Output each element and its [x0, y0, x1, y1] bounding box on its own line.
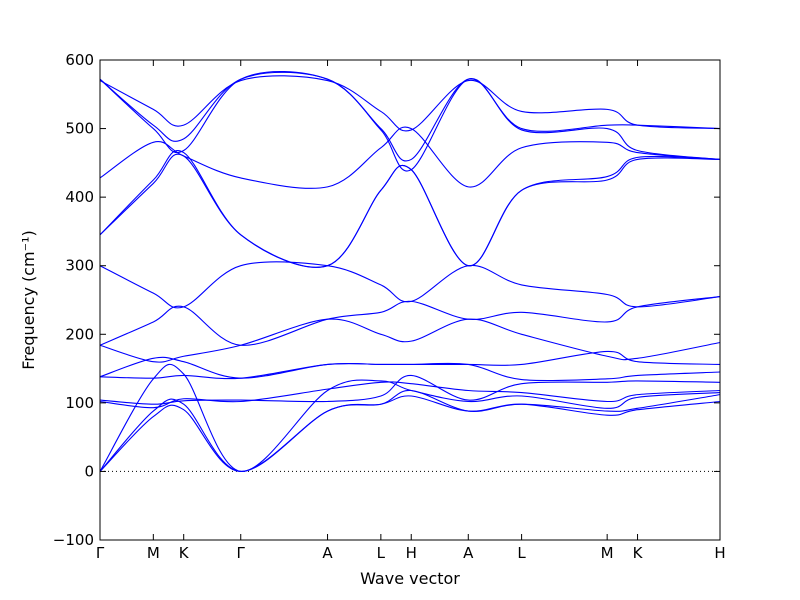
x-tick-label: M — [147, 544, 160, 562]
band-14 — [99, 71, 721, 172]
x-tick-label: H — [714, 544, 725, 562]
y-tick-label: 500 — [65, 120, 94, 138]
band-2 — [99, 389, 721, 472]
x-tick-label: L — [517, 544, 526, 562]
band-11 — [99, 153, 721, 268]
band-6 — [99, 362, 721, 382]
band-12 — [99, 150, 721, 268]
x-tick-label: H — [406, 544, 417, 562]
x-tick-label: A — [322, 544, 333, 562]
x-tick-label: A — [463, 544, 474, 562]
band-9 — [99, 296, 721, 346]
x-tick-label: K — [633, 544, 644, 562]
band-16 — [99, 75, 721, 132]
y-axis-title: Frequency (cm⁻¹) — [19, 230, 38, 369]
y-tick-label: −100 — [53, 531, 94, 549]
band-1 — [99, 395, 721, 472]
x-tick-label: Γ — [96, 544, 105, 562]
band-10 — [99, 261, 721, 309]
y-tick-label: 200 — [65, 325, 94, 343]
x-axis-title: Wave vector — [360, 569, 460, 588]
y-axis: −100 0 100 200 300 400 500 600 — [53, 51, 720, 549]
band-5 — [99, 374, 721, 405]
y-tick-label: 400 — [65, 188, 94, 206]
x-tick-label: K — [179, 544, 190, 562]
x-tick-label: M — [601, 544, 614, 562]
x-tick-label: Γ — [237, 544, 246, 562]
y-tick-label: 600 — [65, 51, 94, 69]
band-7 — [99, 350, 721, 379]
band-13 — [99, 126, 721, 189]
band-8 — [99, 318, 721, 363]
y-tick-label: 100 — [65, 394, 94, 412]
band-3 — [99, 363, 721, 472]
plot-frame — [99, 59, 721, 541]
band-15 — [99, 71, 721, 162]
y-tick-label: 0 — [84, 462, 94, 480]
plot-area — [99, 59, 721, 541]
band-4 — [99, 381, 721, 409]
x-tick-label: L — [377, 544, 386, 562]
y-tick-label: 300 — [65, 257, 94, 275]
